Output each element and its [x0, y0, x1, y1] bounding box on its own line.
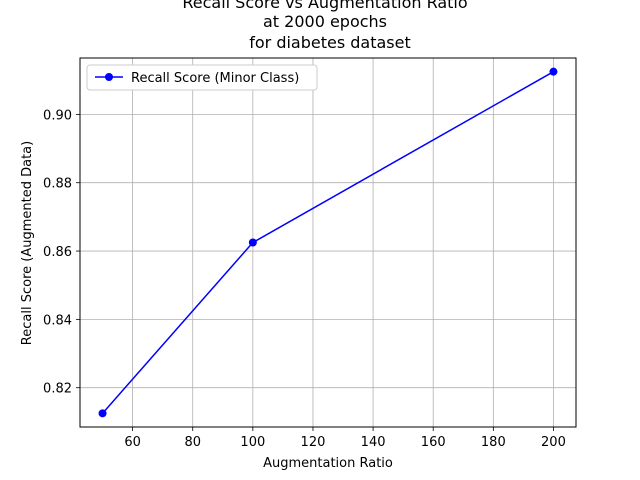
x-tick-label: 140 [361, 435, 386, 450]
chart-title: Recall Score vs Augmentation Ratio at 20… [182, 0, 467, 52]
y-tick-label: 0.86 [43, 245, 72, 260]
y-tick-label: 0.88 [43, 177, 72, 192]
y-tick-label: 0.82 [43, 382, 72, 397]
data-point [98, 409, 107, 418]
legend-marker [105, 73, 113, 81]
plot-frame [79, 57, 577, 428]
chart-title-line-2: at 2000 epochs [263, 12, 387, 31]
legend-box [86, 64, 318, 91]
chart-title-line-3: for diabetes dataset [249, 33, 411, 52]
y-tick-label: 0.90 [43, 108, 72, 123]
x-axis-ticks: 60 80 100 120 140 160 180 200 [124, 427, 566, 450]
x-tick-label: 60 [124, 435, 141, 450]
y-axis-ticks: 0.82 0.84 0.86 0.88 0.90 [43, 108, 80, 397]
x-tick-label: 160 [421, 435, 446, 450]
legend-label: Recall Score (Minor Class) [131, 71, 299, 86]
x-tick-label: 100 [240, 435, 265, 450]
grid [80, 58, 576, 427]
x-axis-label: Augmentation Ratio [263, 456, 393, 471]
series-layer [98, 67, 558, 418]
chart-title-line-1: Recall Score vs Augmentation Ratio [182, 0, 467, 12]
x-tick-label: 120 [301, 435, 326, 450]
x-tick-label: 180 [481, 435, 506, 450]
data-point [549, 67, 558, 76]
y-tick-label: 0.84 [43, 313, 72, 328]
data-point [248, 238, 257, 247]
x-tick-label: 80 [184, 435, 201, 450]
legend: Recall Score (Minor Class) [86, 64, 318, 91]
x-tick-label: 200 [541, 435, 566, 450]
y-axis-label: Recall Score (Augmented Data) [20, 141, 35, 345]
